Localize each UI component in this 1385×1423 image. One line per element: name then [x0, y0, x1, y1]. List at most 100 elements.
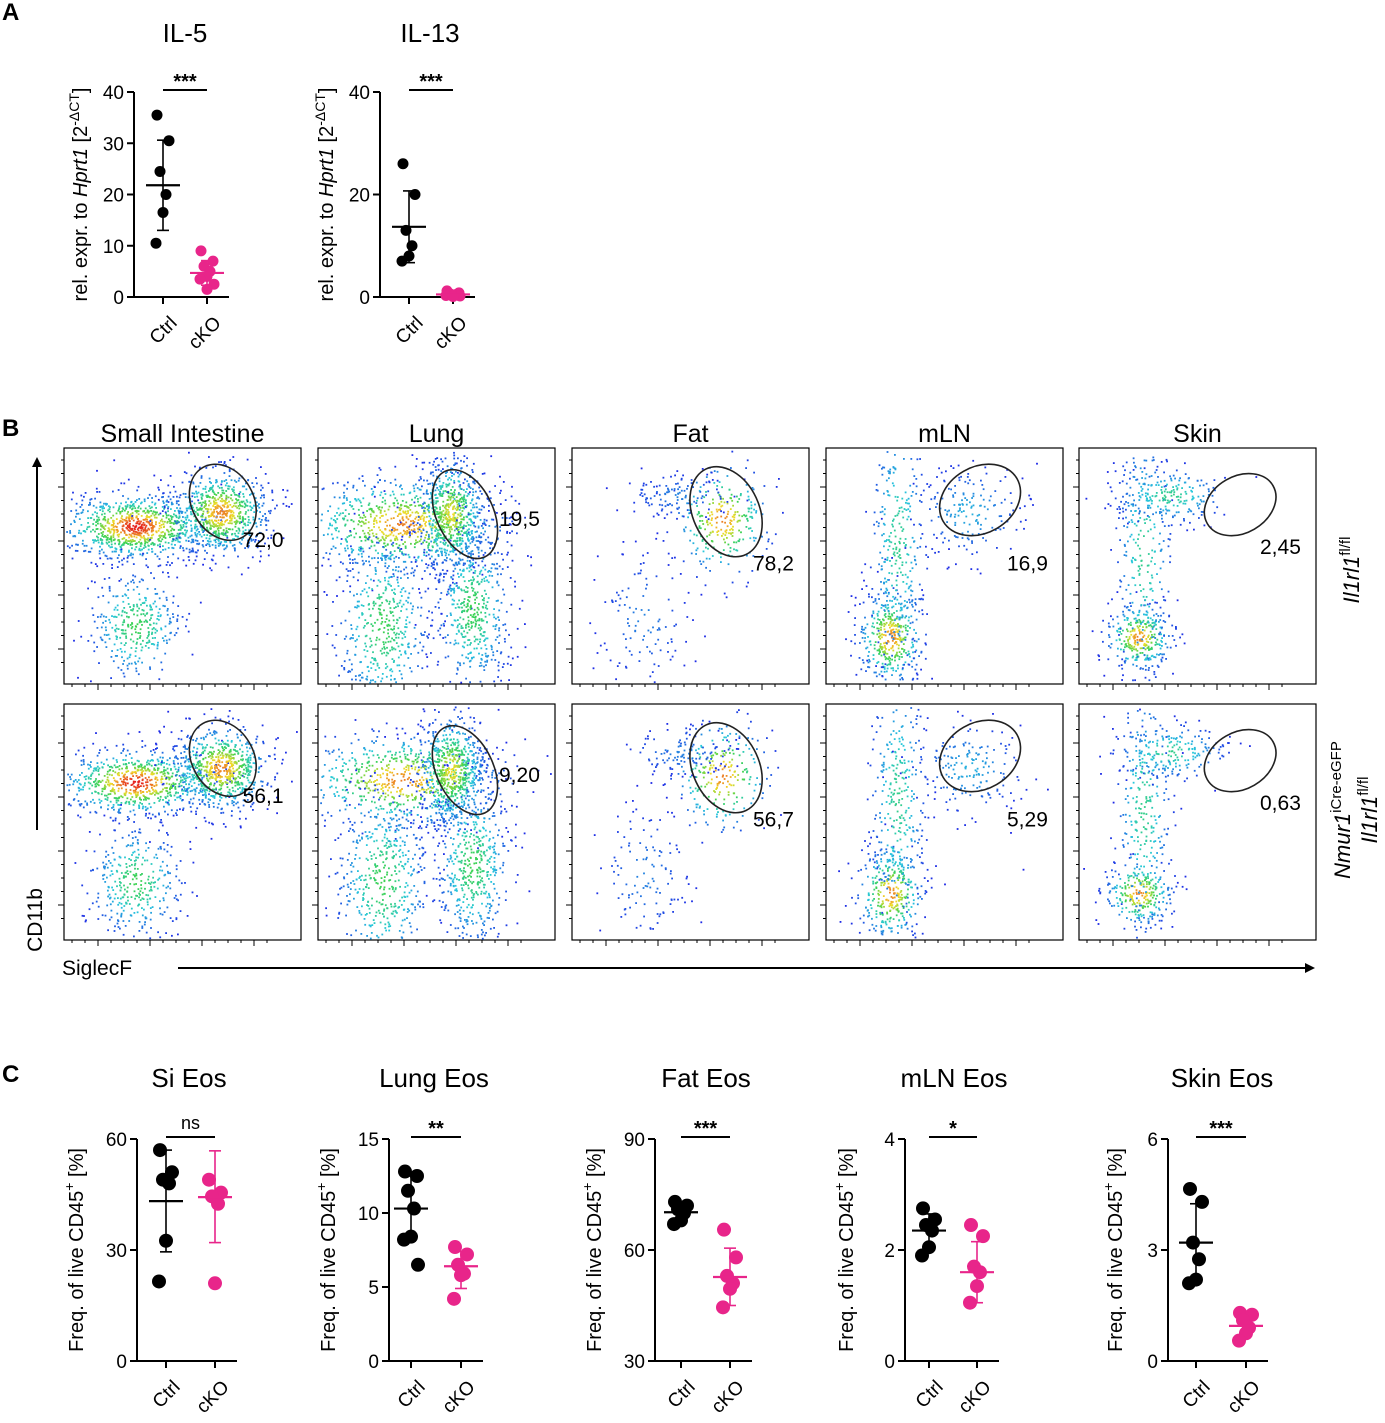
- flow-event: [71, 557, 74, 560]
- flow-event: [239, 521, 241, 524]
- flow-event: [395, 535, 398, 538]
- flow-event: [115, 635, 118, 638]
- flow-event: [427, 503, 430, 506]
- flow-event: [380, 515, 383, 517]
- flow-event: [374, 517, 376, 519]
- flow-event: [125, 771, 128, 773]
- flow-event: [136, 768, 139, 771]
- flow-event: [246, 746, 248, 749]
- flow-event: [204, 485, 207, 488]
- flow-event: [242, 758, 244, 761]
- flow-event: [200, 493, 202, 496]
- flow-event: [171, 503, 174, 505]
- flow-event: [183, 751, 186, 753]
- flow-event: [140, 541, 143, 544]
- flow-event: [230, 780, 233, 782]
- flow-event: [205, 467, 208, 469]
- flow-event: [86, 528, 88, 531]
- flow-plot-frame: [63, 703, 302, 941]
- flow-event: [129, 914, 132, 917]
- flow-event: [158, 597, 161, 600]
- flow-event: [376, 474, 379, 476]
- flow-event: [211, 511, 214, 514]
- flow-event: [181, 789, 183, 792]
- flow-event: [115, 627, 118, 630]
- flow-event: [199, 601, 202, 604]
- flow-event: [332, 545, 335, 548]
- flow-event: [216, 791, 219, 794]
- flow-event: [239, 491, 242, 493]
- y-axis-label: Freq. of live CD45+ [%]: [61, 1148, 88, 1352]
- flow-event: [238, 541, 241, 544]
- flow-event: [134, 791, 137, 793]
- flow-event: [442, 492, 445, 495]
- y-label-sup: -ΔCT: [66, 93, 82, 126]
- flow-event: [220, 812, 223, 814]
- flow-event: [134, 650, 137, 653]
- flow-event: [260, 489, 262, 492]
- flow-event: [135, 625, 138, 628]
- flow-event: [112, 536, 115, 538]
- flow-event: [97, 768, 100, 771]
- flow-event: [203, 738, 205, 741]
- flow-event: [364, 516, 367, 518]
- category-label: cKO: [431, 313, 472, 354]
- flow-event: [112, 514, 115, 517]
- category-label: cKO: [193, 1377, 234, 1418]
- flow-event: [162, 496, 164, 498]
- flow-event: [145, 530, 148, 532]
- flow-event: [115, 797, 118, 800]
- flow-event: [118, 521, 121, 524]
- flow-event: [156, 887, 159, 890]
- flow-event: [229, 516, 232, 519]
- flow-event: [169, 632, 172, 635]
- flow-event: [93, 650, 96, 653]
- flow-event: [178, 536, 181, 539]
- flow-event: [149, 783, 152, 786]
- flow-event: [399, 519, 401, 522]
- flow-event: [346, 541, 348, 543]
- flow-event: [146, 781, 149, 783]
- flow-event: [207, 529, 210, 532]
- flow-event: [77, 512, 80, 515]
- flow-event: [217, 540, 220, 542]
- flow-event: [119, 889, 122, 892]
- flow-event: [152, 533, 155, 536]
- flow-event: [149, 608, 152, 611]
- flow-event: [118, 533, 121, 536]
- flow-event: [100, 806, 102, 809]
- flow-event: [467, 538, 469, 541]
- flow-event: [152, 759, 154, 762]
- flow-event: [336, 518, 339, 520]
- flow-event: [185, 755, 188, 758]
- flow-event: [165, 789, 168, 792]
- flow-event: [175, 502, 178, 505]
- flow-event: [218, 770, 221, 773]
- flow-event: [233, 521, 236, 523]
- flow-event: [139, 542, 142, 545]
- flow-event: [471, 564, 473, 567]
- flow-event: [126, 556, 129, 559]
- flow-event: [137, 510, 140, 513]
- flow-event: [115, 512, 118, 515]
- flow-event: [391, 490, 394, 493]
- flow-event: [252, 518, 255, 521]
- flow-event: [183, 789, 185, 792]
- flow-event: [153, 657, 156, 660]
- y-tick-label: 30: [624, 1352, 645, 1373]
- flow-event: [98, 662, 100, 664]
- flow-event: [190, 550, 193, 553]
- flow-event: [222, 544, 224, 547]
- flow-event: [142, 805, 144, 808]
- flow-event: [212, 753, 214, 755]
- flow-event: [109, 790, 112, 792]
- flow-event: [397, 513, 400, 516]
- flow-event: [185, 775, 188, 777]
- flow-event: [121, 521, 124, 523]
- flow-event: [192, 754, 195, 756]
- flow-event: [184, 882, 186, 884]
- flow-event: [518, 502, 521, 505]
- flow-event: [112, 595, 115, 598]
- flow-event: [449, 526, 451, 529]
- flow-event: [227, 791, 230, 794]
